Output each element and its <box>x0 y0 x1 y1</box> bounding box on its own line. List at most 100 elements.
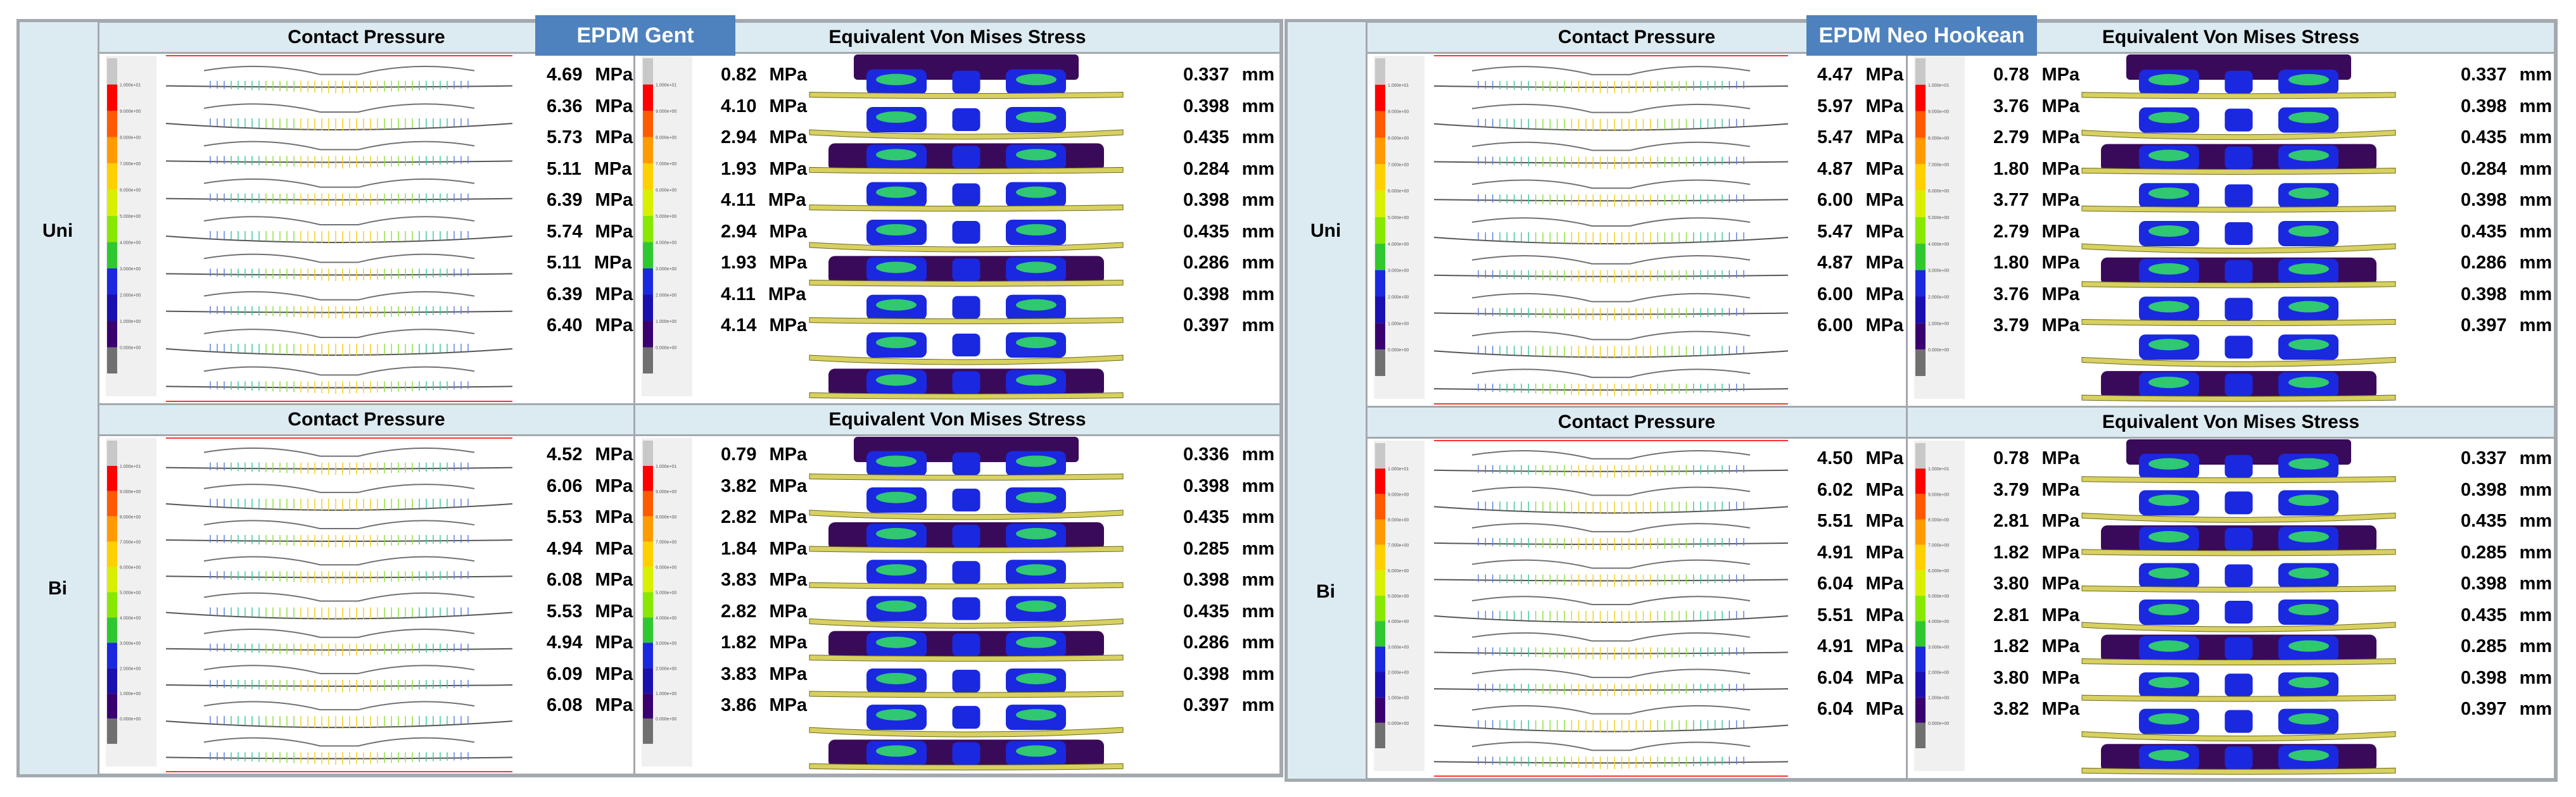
stress-zone-green <box>2288 225 2329 237</box>
legend-swatch <box>107 58 117 85</box>
plate-band <box>2081 767 2396 775</box>
value-unit: mm <box>1241 253 1275 273</box>
plate-band <box>2081 205 2396 213</box>
legend-swatch <box>1375 621 1385 647</box>
value-row: 5.47 MPa <box>1817 222 1903 242</box>
legend-tick-label: 0.000e+00 <box>656 346 676 351</box>
plate-band <box>2081 356 2396 367</box>
panel-title: Contact Pressure <box>1367 408 1906 439</box>
value-unit: MPa <box>1865 542 1904 563</box>
seal-profile <box>1471 486 1751 496</box>
value-unit: mm <box>2519 448 2553 468</box>
stress-zone-blue <box>952 70 980 94</box>
value-number: 0.337 <box>2461 448 2507 468</box>
value-number: 4.11 <box>721 284 756 304</box>
legend-swatch <box>1375 544 1385 570</box>
legend-tick-label: 8.000e+00 <box>1388 137 1409 141</box>
value-unit: MPa <box>2041 315 2080 336</box>
value-unit: mm <box>1241 96 1275 116</box>
legend-swatch <box>1375 672 1385 698</box>
value-unit: mm <box>2519 158 2553 179</box>
seal-profile <box>203 253 475 263</box>
value-unit: MPa <box>2041 127 2080 147</box>
stress-zone-green <box>876 528 917 540</box>
stress-zone-green <box>2148 604 2189 615</box>
contact-pressure-plot: 1.000e+01 9.000e+00 8.000e+00 7.000e+00 6.00… <box>106 437 513 772</box>
value-number: 4.52 <box>547 444 583 465</box>
value-unit: mm <box>2519 315 2553 336</box>
plate-band <box>2081 243 2396 254</box>
value-number: 0.398 <box>2461 574 2507 594</box>
stress-zone-green <box>876 224 917 235</box>
value-number: 0.398 <box>2461 284 2507 304</box>
legend-swatch <box>643 242 653 268</box>
stress-zone-blue <box>2224 637 2253 660</box>
value-unit: mm <box>1241 632 1275 653</box>
value-number: 6.02 <box>1817 479 1853 500</box>
value-row: 2.81 MPa <box>1993 605 2079 626</box>
row-label-bi: Bi <box>1316 581 1335 602</box>
legend-tick-label: 3.000e+00 <box>1388 645 1409 650</box>
legend-swatch <box>643 189 653 216</box>
value-number: 4.91 <box>1817 636 1853 656</box>
value-unit: mm <box>1241 475 1275 496</box>
legend-swatch <box>107 719 117 744</box>
stress-zone-green <box>1016 745 1056 757</box>
value-row: 0.286 mm <box>1183 253 1274 273</box>
value-unit: MPa <box>769 695 808 715</box>
value-row: 4.87 MPa <box>1817 159 1903 180</box>
plate-profile <box>1433 388 1789 391</box>
legend-tick-label: 3.000e+00 <box>656 267 676 272</box>
legend-tick-label: 5.000e+00 <box>1388 216 1409 220</box>
color-legend: 1.000e+01 9.000e+00 8.000e+00 7.000e+00 6.00… <box>1914 56 1965 399</box>
value-number: 2.81 <box>1993 511 2029 531</box>
value-number: 0.337 <box>2461 65 2507 85</box>
panel-title: Equivalent Von Mises Stress <box>635 23 1279 54</box>
stress-zone-green <box>876 111 917 123</box>
seal-profile <box>203 141 475 151</box>
value-number: 0.398 <box>1183 570 1229 590</box>
value-row: 0.398 mm <box>2461 284 2552 305</box>
stress-zone-blue <box>952 597 980 620</box>
contact-pressure-plot: 1.000e+01 9.000e+00 8.000e+00 7.000e+00 6.00… <box>106 55 513 402</box>
model-title-badge: EPDM Gent <box>535 15 735 56</box>
value-unit: MPa <box>1865 96 1904 116</box>
value-row: 0.337 mm <box>1183 65 1274 85</box>
value-unit: MPa <box>1865 315 1904 336</box>
legend-swatch <box>1915 270 1926 297</box>
value-number: 1.82 <box>721 632 757 653</box>
value-unit: mm <box>1241 65 1275 85</box>
plate-profile <box>165 123 513 130</box>
legend-swatch <box>643 567 653 593</box>
legend-tick-label: 7.000e+00 <box>1388 544 1409 548</box>
contact-geometry <box>1433 55 1789 405</box>
value-number: 1.84 <box>721 538 757 559</box>
value-unit: MPa <box>1865 699 1904 719</box>
plate-band <box>2081 394 2396 402</box>
seal-profile <box>203 628 475 638</box>
stress-zone-green <box>876 600 917 612</box>
value-row: 2.82 MPa <box>721 507 807 528</box>
legend-swatch <box>1375 296 1385 323</box>
legend-swatch <box>1375 570 1385 596</box>
legend-swatch <box>1375 646 1385 672</box>
value-row: 0.397 mm <box>1183 315 1274 336</box>
plate-profile <box>165 467 513 470</box>
value-unit: mm <box>1241 127 1275 147</box>
seal-profile <box>1471 292 1751 303</box>
value-row: 0.285 mm <box>1183 539 1274 560</box>
plate-band <box>809 204 1124 212</box>
value-row: 0.435 mm <box>1183 507 1274 528</box>
value-row: 3.76 MPa <box>1993 96 2079 117</box>
value-unit: MPa <box>769 444 808 465</box>
value-number: 1.80 <box>1993 158 2029 179</box>
legend-tick-label: 3.000e+00 <box>120 267 141 272</box>
value-row: 0.398 mm <box>2461 480 2552 501</box>
value-unit: mm <box>2519 511 2553 531</box>
legend-tick-label: 8.000e+00 <box>1928 137 1949 141</box>
value-unit: MPa <box>769 663 808 684</box>
value-row: 6.04 MPa <box>1817 668 1903 689</box>
value-unit: MPa <box>595 538 633 559</box>
plate-profile <box>1433 542 1789 545</box>
plate-band <box>809 655 1124 662</box>
